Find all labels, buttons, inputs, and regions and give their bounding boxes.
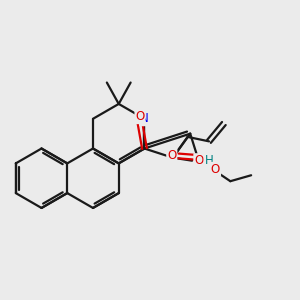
Text: O: O	[167, 149, 176, 162]
Text: N: N	[140, 112, 149, 125]
Text: H: H	[205, 154, 213, 167]
Text: O: O	[194, 154, 203, 167]
Text: O: O	[135, 110, 145, 123]
Text: O: O	[211, 163, 220, 176]
